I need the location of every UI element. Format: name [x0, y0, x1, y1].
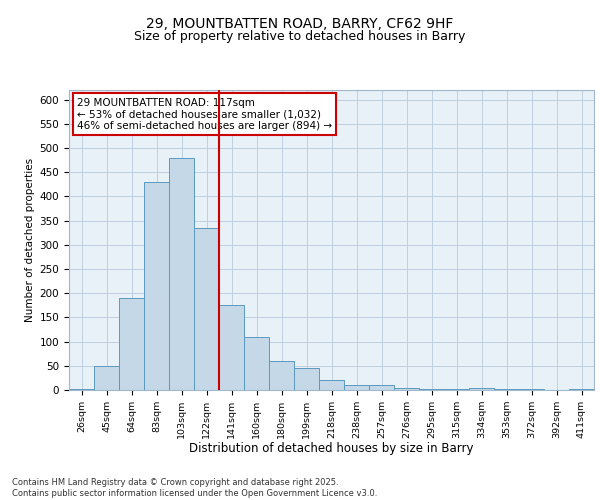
- Y-axis label: Number of detached properties: Number of detached properties: [25, 158, 35, 322]
- Bar: [394, 388, 419, 390]
- Bar: [69, 388, 94, 390]
- Text: 29, MOUNTBATTEN ROAD, BARRY, CF62 9HF: 29, MOUNTBATTEN ROAD, BARRY, CF62 9HF: [146, 18, 454, 32]
- Bar: [344, 385, 369, 390]
- Bar: [569, 388, 594, 390]
- Bar: [444, 389, 469, 390]
- Bar: [494, 389, 519, 390]
- Bar: [419, 388, 444, 390]
- Bar: [369, 385, 394, 390]
- Bar: [169, 158, 194, 390]
- Bar: [319, 380, 344, 390]
- Bar: [294, 368, 319, 390]
- Bar: [469, 388, 494, 390]
- Bar: [194, 228, 219, 390]
- Bar: [144, 182, 169, 390]
- Bar: [94, 366, 119, 390]
- X-axis label: Distribution of detached houses by size in Barry: Distribution of detached houses by size …: [189, 442, 474, 456]
- Bar: [519, 388, 544, 390]
- Bar: [244, 337, 269, 390]
- Bar: [219, 306, 244, 390]
- Text: 29 MOUNTBATTEN ROAD: 117sqm
← 53% of detached houses are smaller (1,032)
46% of : 29 MOUNTBATTEN ROAD: 117sqm ← 53% of det…: [77, 98, 332, 130]
- Text: Size of property relative to detached houses in Barry: Size of property relative to detached ho…: [134, 30, 466, 43]
- Text: Contains HM Land Registry data © Crown copyright and database right 2025.
Contai: Contains HM Land Registry data © Crown c…: [12, 478, 377, 498]
- Bar: [119, 298, 144, 390]
- Bar: [269, 361, 294, 390]
